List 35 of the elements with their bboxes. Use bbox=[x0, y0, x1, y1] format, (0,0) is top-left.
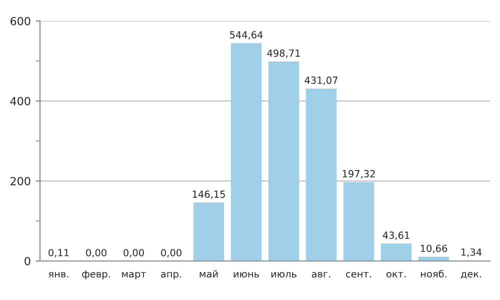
x-tick-label: май bbox=[200, 270, 218, 278]
bar bbox=[268, 62, 300, 261]
x-tick-label: янв. bbox=[48, 272, 68, 278]
x-tick-label: авг. bbox=[312, 272, 330, 278]
x-tick-label: нояб. bbox=[421, 270, 446, 278]
x-tick-label: июнь bbox=[234, 272, 259, 278]
y-tick-label: 200 bbox=[10, 176, 30, 186]
data-label: 431,07 bbox=[304, 76, 338, 85]
bar bbox=[418, 256, 450, 261]
data-label: 10,66 bbox=[420, 244, 448, 254]
x-tick-label: окт. bbox=[386, 272, 406, 278]
bar bbox=[230, 43, 262, 261]
bar bbox=[380, 244, 412, 261]
data-label: 43,61 bbox=[382, 232, 410, 240]
y-tick-label: 0 bbox=[24, 256, 30, 266]
data-label: 0,00 bbox=[124, 248, 144, 258]
data-label: 0,11 bbox=[48, 248, 69, 258]
y-tick-label: 600 bbox=[10, 16, 30, 26]
data-label: 197,32 bbox=[342, 170, 375, 178]
x-tick-label: февр. bbox=[82, 270, 110, 280]
x-tick-label: дек. bbox=[460, 272, 482, 279]
bar bbox=[193, 202, 224, 261]
data-label: 498,71 bbox=[267, 50, 300, 58]
x-tick-label: сент. bbox=[346, 272, 371, 278]
bar bbox=[306, 88, 337, 261]
bar bbox=[343, 182, 374, 261]
x-tick-label: апр. bbox=[161, 272, 181, 280]
data-label: 0,00 bbox=[161, 248, 182, 258]
x-tick-label: июль bbox=[271, 272, 296, 278]
data-label: 0,00 bbox=[86, 248, 106, 258]
data-label: 544,64 bbox=[230, 31, 263, 40]
x-tick-label: март bbox=[122, 272, 146, 280]
y-tick-label: 400 bbox=[10, 96, 30, 106]
data-label: 1,34 bbox=[461, 248, 482, 257]
data-label: 146,15 bbox=[192, 190, 225, 199]
